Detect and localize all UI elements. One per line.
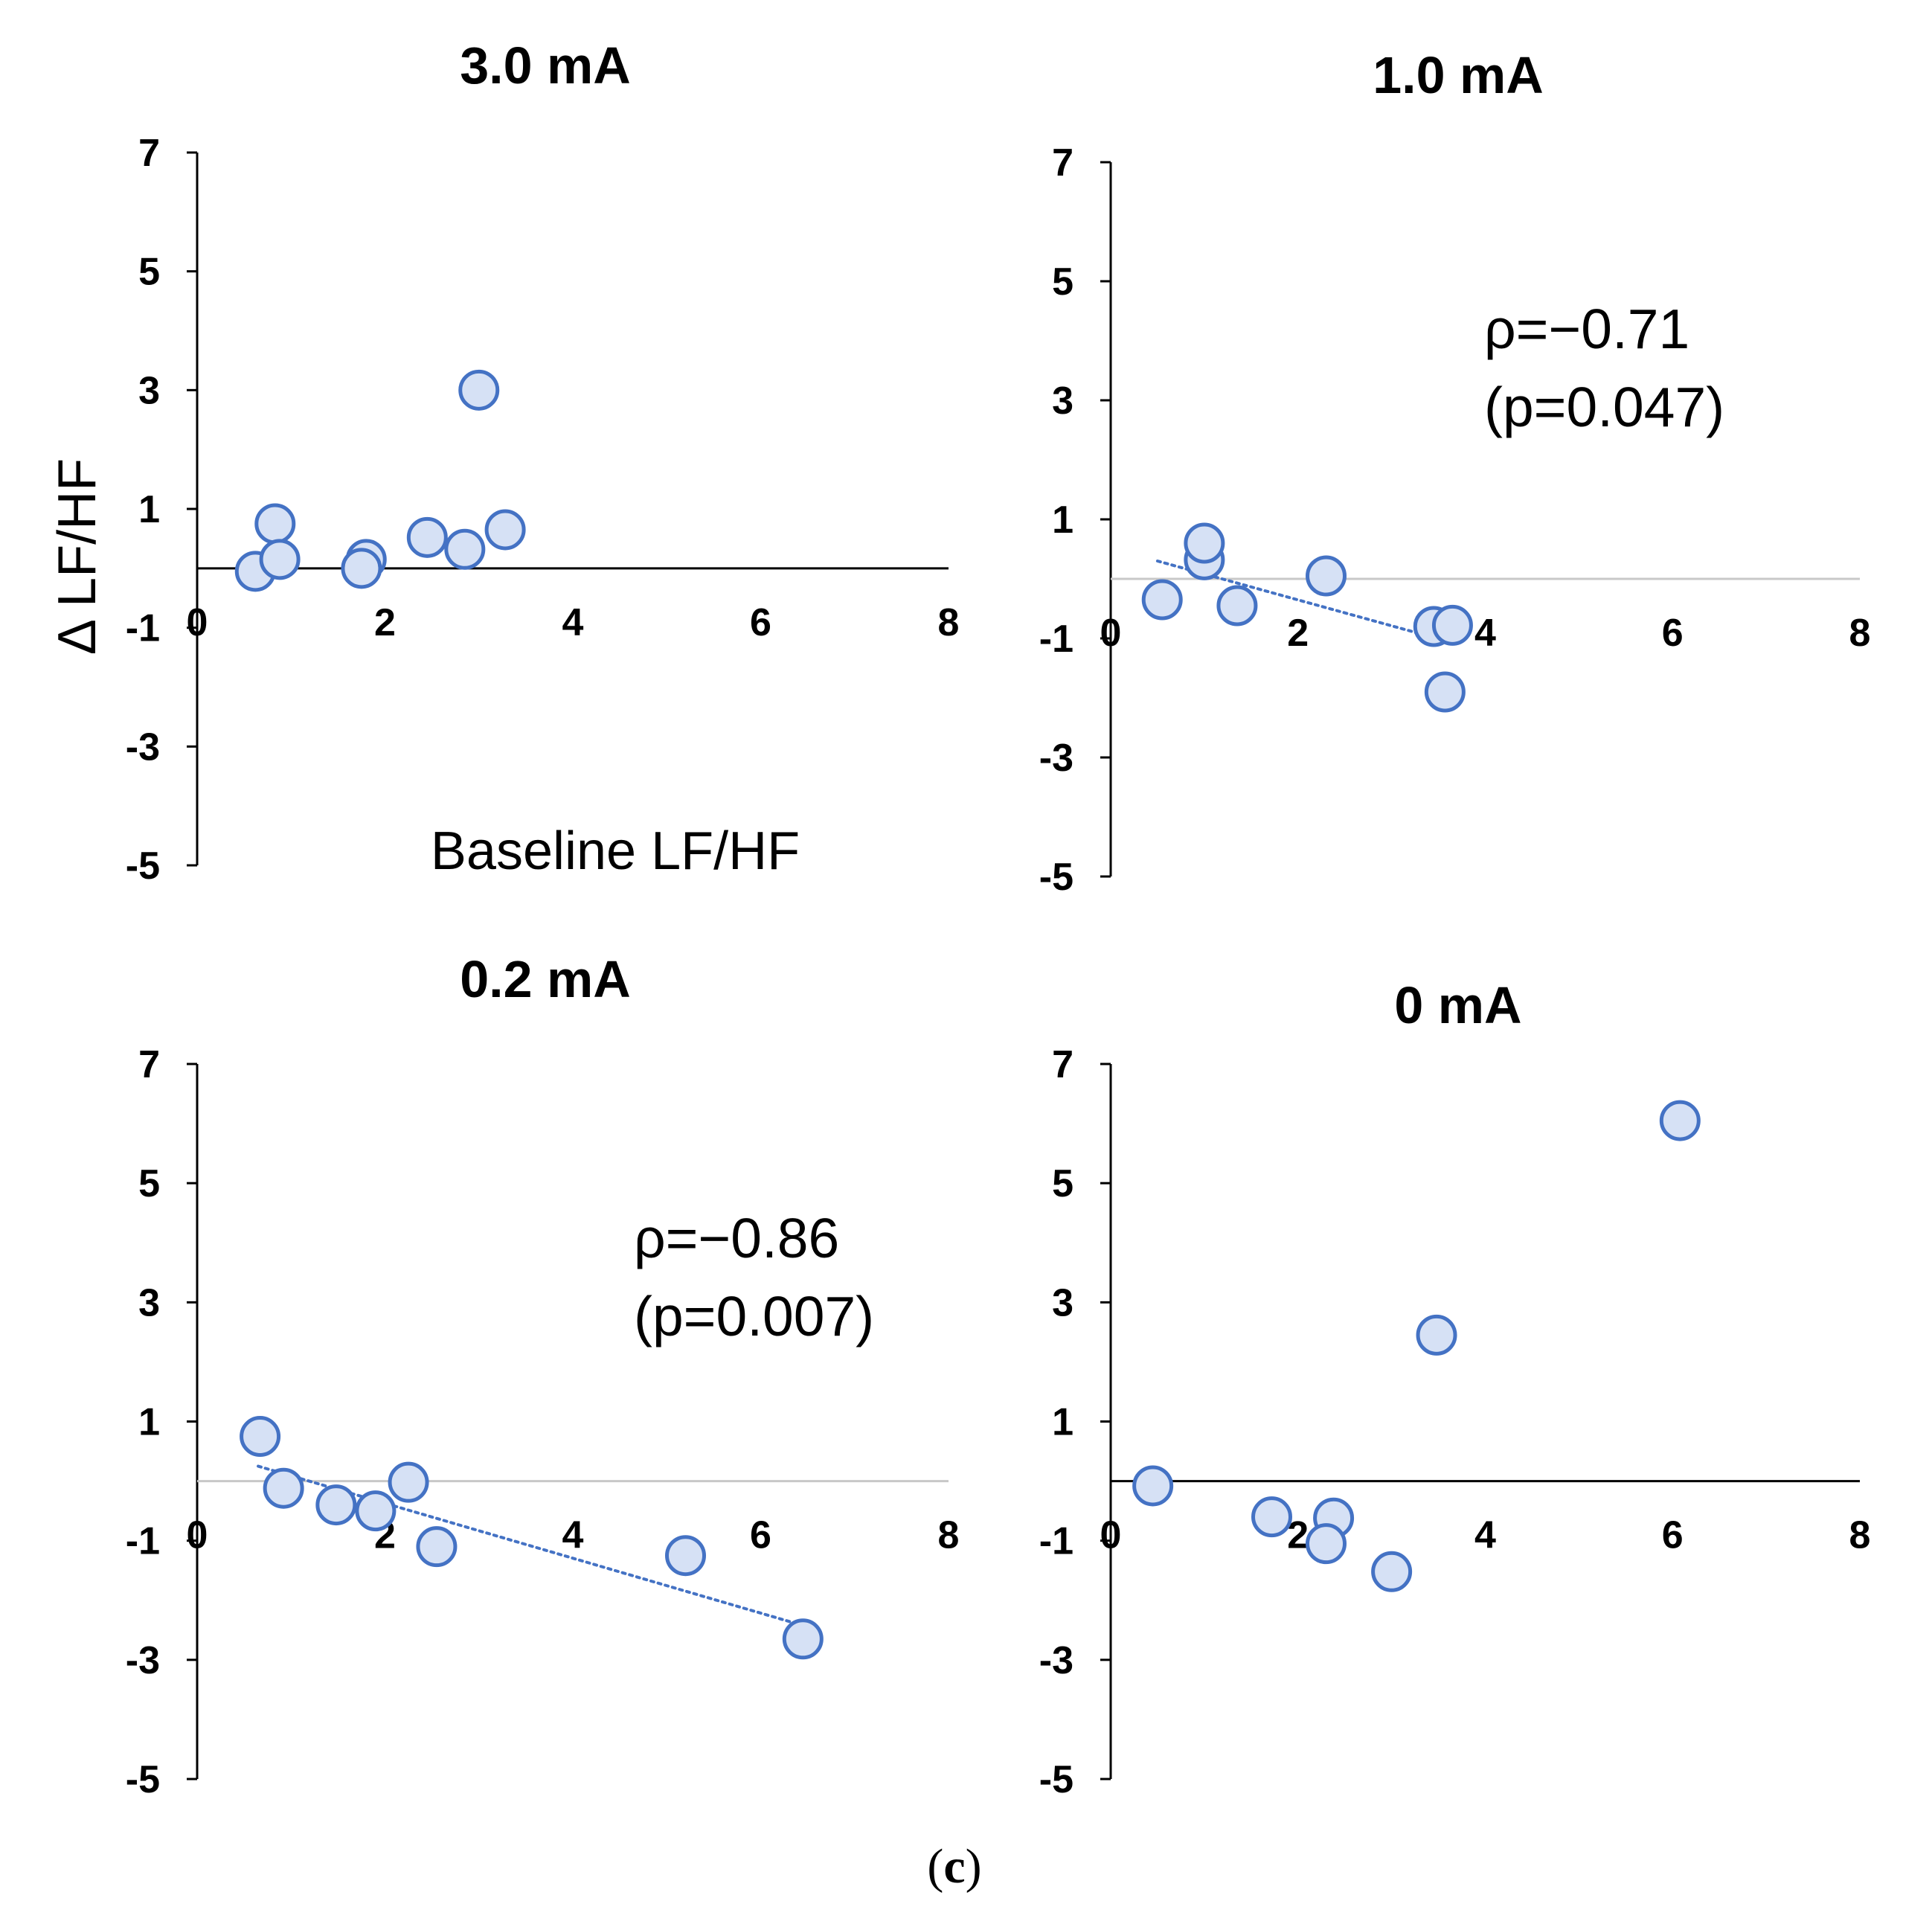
- panel-title: 3.0 mA: [460, 36, 631, 94]
- data-point: [1132, 1465, 1174, 1507]
- data-point: [1371, 1551, 1413, 1592]
- y-tick-label: -1: [126, 1520, 160, 1563]
- panel-3-0-ma: 7 5 3 1 -1 -3 -5 0 2 4 6 8 3.0 mA Δ LF/HF Baseline LF/…: [48, 36, 959, 888]
- y-tick-label: 3: [1052, 379, 1073, 423]
- trendline: [257, 1464, 800, 1626]
- y-tick-label: 1: [1052, 1401, 1073, 1444]
- y-tick-label: -5: [126, 844, 160, 888]
- figure-panel-label: (c): [927, 1839, 981, 1894]
- panel-title: 1.0 mA: [1373, 46, 1544, 104]
- x-tick-label: 8: [1849, 612, 1871, 655]
- y-tick-label: 1: [1052, 499, 1073, 542]
- data-point: [458, 369, 500, 411]
- x-tick-label: 6: [1662, 612, 1684, 655]
- y-tick-label: -3: [126, 725, 160, 769]
- y-tick-label: 7: [1052, 141, 1073, 185]
- panel-1-0-ma: 7 5 3 1 -1 -3 -5 0 2 4 6 8 1.0 mA ρ=−0.71 (p=0.047): [1039, 46, 1871, 899]
- panel-title: 0 mA: [1394, 976, 1521, 1034]
- y-tick-label: -5: [1039, 856, 1073, 899]
- data-point: [1184, 522, 1225, 564]
- x-tick-label: 4: [562, 1514, 584, 1557]
- y-tick-label: 3: [138, 1281, 160, 1324]
- y-tick-label: 5: [138, 1162, 160, 1205]
- data-point: [240, 1416, 281, 1458]
- y-tick-label: -3: [1039, 737, 1073, 780]
- data-point: [406, 516, 448, 558]
- data-point: [341, 548, 382, 589]
- p-value-annotation: (p=0.007): [634, 1285, 874, 1347]
- x-tick-label: 2: [374, 601, 396, 644]
- p-value-annotation: (p=0.047): [1484, 376, 1724, 438]
- x-tick-label: 4: [1474, 612, 1496, 655]
- x-tick-label: 2: [1287, 612, 1309, 655]
- trendline: [1155, 560, 1450, 643]
- y-tick-label: -1: [126, 607, 160, 650]
- y-tick-label: 5: [1052, 260, 1073, 304]
- y-tick-label: 3: [138, 369, 160, 412]
- data-point: [1416, 1314, 1457, 1356]
- x-tick-label: 6: [750, 601, 771, 644]
- data-point: [416, 1526, 458, 1568]
- y-tick-label: 1: [138, 488, 160, 531]
- data-point: [1251, 1496, 1293, 1538]
- x-tick-label: 4: [1474, 1514, 1496, 1557]
- x-tick-label: 4: [562, 601, 584, 644]
- data-point: [444, 528, 486, 570]
- y-tick-label: 3: [1052, 1281, 1073, 1324]
- data-point: [1424, 671, 1466, 713]
- x-tick-label: 0: [187, 1514, 208, 1557]
- y-axis-label: Δ LF/HF: [48, 458, 107, 655]
- y-tick-label: -1: [1039, 618, 1073, 661]
- data-point: [484, 509, 526, 551]
- x-tick-label: 6: [750, 1514, 771, 1557]
- y-tick-label: 7: [138, 132, 160, 175]
- y-tick-label: 5: [138, 251, 160, 294]
- data-point: [1141, 579, 1183, 621]
- panel-title: 0.2 mA: [460, 950, 631, 1008]
- x-tick-label: 8: [1849, 1514, 1871, 1557]
- data-point: [1306, 555, 1347, 597]
- y-tick-label: -1: [1039, 1520, 1073, 1563]
- y-tick-label: 1: [138, 1401, 160, 1444]
- data-point: [263, 1467, 304, 1509]
- data-point: [355, 1490, 397, 1532]
- data-point: [259, 539, 301, 580]
- x-tick-label: 0: [187, 601, 208, 644]
- rho-annotation: ρ=−0.71: [1484, 298, 1689, 360]
- y-tick-label: 5: [1052, 1162, 1073, 1205]
- y-tick-label: -3: [1039, 1639, 1073, 1682]
- x-tick-label: 6: [1662, 1514, 1684, 1557]
- data-point: [315, 1484, 357, 1526]
- x-tick-label: 0: [1100, 1514, 1122, 1557]
- data-point: [782, 1618, 824, 1660]
- x-axis-label: Baseline LF/HF: [431, 821, 800, 881]
- y-tick-label: -5: [1039, 1758, 1073, 1801]
- x-tick-label: 0: [1100, 612, 1122, 655]
- data-point: [254, 503, 296, 545]
- y-tick-label: -5: [126, 1758, 160, 1801]
- y-tick-label: 7: [1052, 1043, 1073, 1086]
- data-point: [388, 1461, 429, 1503]
- data-point: [1306, 1523, 1347, 1565]
- data-point: [1216, 585, 1258, 626]
- data-point: [1431, 604, 1473, 646]
- data-point: [1659, 1100, 1701, 1141]
- data-point: [665, 1535, 706, 1577]
- rho-annotation: ρ=−0.86: [634, 1207, 839, 1269]
- x-tick-label: 8: [938, 1514, 960, 1557]
- x-tick-label: 8: [938, 601, 960, 644]
- y-tick-label: 7: [138, 1043, 160, 1086]
- y-tick-label: -3: [126, 1639, 160, 1682]
